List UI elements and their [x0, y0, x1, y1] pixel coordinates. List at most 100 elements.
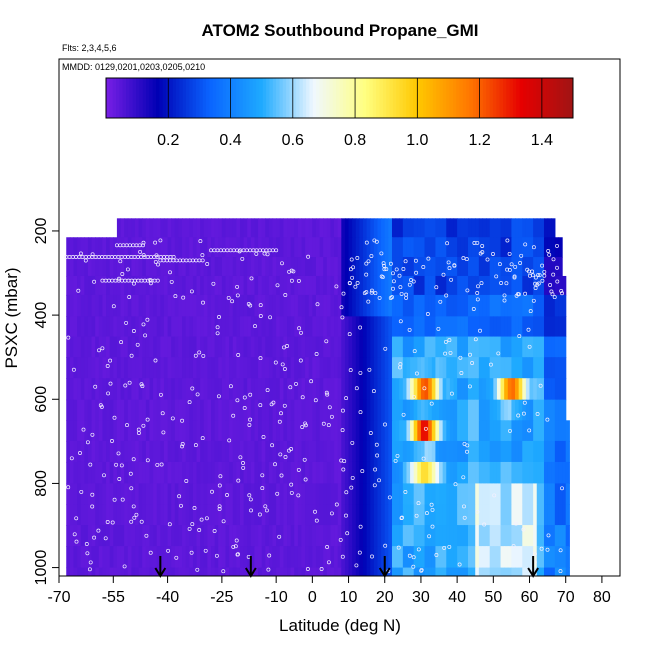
sample-marker	[425, 312, 430, 316]
heatmap-cell	[457, 294, 462, 317]
sample-marker	[536, 272, 541, 277]
heatmap-cell	[489, 567, 494, 576]
sample-marker	[122, 564, 127, 569]
heatmap-cell	[113, 461, 118, 485]
sample-marker	[117, 477, 122, 481]
heatmap-cell	[489, 316, 494, 338]
heatmap-cell	[381, 461, 386, 485]
heatmap-cell	[420, 316, 426, 338]
heatmap-cell	[196, 316, 201, 338]
heatmap-cell	[87, 357, 93, 379]
heatmap-cell	[315, 546, 321, 569]
sample-marker	[88, 560, 93, 565]
colorbar-segment	[426, 78, 431, 118]
sample-marker	[398, 285, 403, 290]
heatmap-cell	[370, 420, 375, 442]
heatmap-cell	[120, 440, 125, 463]
heatmap-cell	[185, 461, 190, 485]
heatmap-cell	[525, 257, 531, 277]
heatmap-cell	[496, 218, 502, 238]
heatmap-cell	[178, 316, 183, 338]
sample-marker	[413, 258, 418, 263]
heatmap-cell	[203, 257, 208, 277]
heatmap-cell	[127, 567, 132, 576]
heatmap-cell	[254, 237, 259, 258]
heatmap-cell	[533, 336, 538, 358]
sample-marker	[280, 362, 285, 367]
heatmap-cell	[106, 378, 111, 401]
heatmap-cell	[344, 504, 350, 526]
heatmap-cell	[467, 257, 473, 277]
heatmap-cell	[203, 525, 208, 547]
heatmap-cell	[540, 504, 545, 526]
heatmap-cell	[464, 378, 469, 401]
heatmap-cell	[319, 294, 324, 317]
heatmap-cell	[366, 461, 371, 485]
heatmap-cell	[171, 504, 176, 526]
heatmap-cell	[185, 316, 190, 338]
heatmap-cell	[366, 378, 371, 401]
heatmap-cell	[171, 399, 176, 421]
heatmap-cell	[131, 525, 136, 547]
heatmap-cell	[522, 440, 527, 463]
heatmap-cell	[399, 378, 404, 401]
heatmap-cell	[174, 567, 180, 576]
sample-marker	[92, 535, 97, 540]
heatmap-cell	[91, 399, 96, 421]
heatmap-cell	[196, 461, 201, 485]
heatmap-cell	[410, 294, 415, 317]
colorbar-segment	[309, 78, 314, 118]
heatmap-cell	[98, 275, 104, 296]
heatmap-cell	[373, 294, 379, 317]
sample-marker	[189, 550, 194, 555]
heatmap-cell	[533, 399, 538, 421]
heatmap-cell	[297, 336, 303, 358]
colorbar-segment	[366, 78, 371, 118]
heatmap-cell	[439, 237, 444, 258]
heatmap-cell	[551, 218, 556, 238]
heatmap-cell	[467, 567, 473, 576]
heatmap-cell	[200, 336, 205, 358]
heatmap-cell	[95, 257, 100, 277]
sample-marker	[298, 358, 303, 363]
heatmap-cell	[554, 257, 560, 277]
sample-marker	[379, 274, 384, 279]
sample-marker	[422, 386, 427, 391]
sample-marker	[140, 384, 145, 389]
heatmap-cell	[428, 336, 433, 358]
heatmap-cell	[337, 218, 342, 238]
heatmap-cell	[355, 567, 361, 576]
heatmap-cell	[138, 218, 143, 238]
colorbar-segment	[152, 78, 157, 118]
heatmap-cell	[153, 357, 158, 379]
heatmap-cell	[276, 294, 281, 317]
heatmap-cell	[87, 336, 93, 358]
heatmap-cell	[511, 461, 516, 485]
sample-marker	[128, 471, 133, 476]
heatmap-cell	[276, 336, 281, 358]
heatmap-cell	[475, 420, 480, 442]
heatmap-cell	[163, 275, 169, 296]
heatmap-cell	[178, 399, 183, 421]
heatmap-cell	[344, 399, 350, 421]
heatmap-cell	[290, 294, 295, 317]
heatmap-cell	[518, 257, 523, 277]
heatmap-cell	[294, 504, 299, 526]
sample-marker	[375, 453, 380, 458]
sample-marker	[358, 370, 363, 375]
heatmap-cell	[279, 378, 284, 401]
heatmap-cell	[536, 316, 541, 338]
heatmap-cell	[211, 546, 216, 569]
heatmap-cell	[258, 257, 263, 277]
heatmap-cell	[66, 257, 71, 277]
heatmap-cell	[91, 357, 96, 379]
heatmap-cell	[268, 316, 274, 338]
heatmap-cell	[265, 546, 270, 569]
heatmap-cell	[410, 483, 415, 506]
heatmap-cell	[153, 237, 158, 258]
heatmap-cell	[163, 461, 169, 485]
heatmap-cell	[439, 257, 444, 277]
sample-marker	[373, 467, 378, 472]
sample-marker	[96, 528, 101, 533]
heatmap-cell	[69, 525, 75, 547]
